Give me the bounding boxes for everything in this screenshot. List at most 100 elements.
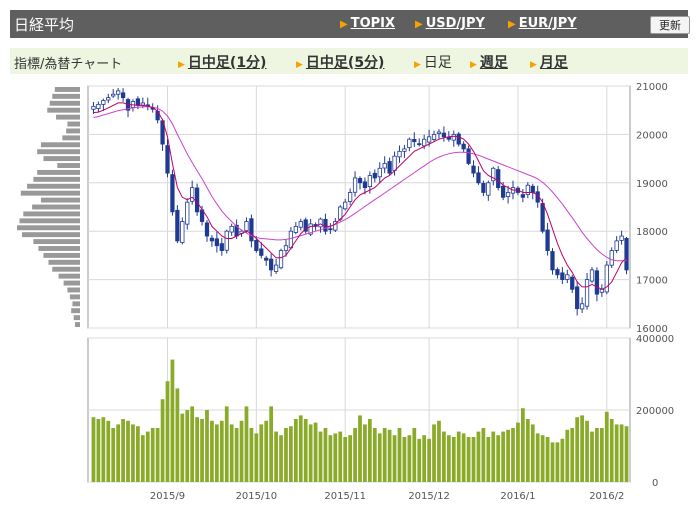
date-tick-label: 2016/2 xyxy=(589,491,624,502)
volume-profile-bar xyxy=(71,308,80,314)
volume-bar xyxy=(585,420,589,482)
volume-bar xyxy=(604,411,609,482)
volume-profile-bar xyxy=(52,93,80,99)
candle-body xyxy=(431,133,437,140)
ma-short-line xyxy=(93,102,627,290)
volume-bar xyxy=(239,420,244,482)
candle-body xyxy=(303,219,308,232)
volume-bar xyxy=(575,417,580,482)
candle-body xyxy=(501,185,506,198)
candle-body xyxy=(451,133,456,141)
candle-body xyxy=(288,230,294,249)
volume-profile-bar xyxy=(67,287,80,293)
volume-profile-bar xyxy=(73,315,80,321)
candle-body xyxy=(269,258,274,271)
volume-bar xyxy=(264,420,269,482)
candle-body xyxy=(204,222,210,237)
triangle-right-icon: ▶ xyxy=(530,60,537,70)
volume-bar xyxy=(303,419,308,482)
volume-axis-labels: 400000 200000 0 xyxy=(636,334,674,489)
candle-body xyxy=(520,194,526,198)
volume-bar xyxy=(136,426,140,482)
volume-bar xyxy=(126,420,130,482)
volume-bar xyxy=(521,408,525,482)
ma-long-line xyxy=(93,106,627,262)
candle-body xyxy=(441,132,447,138)
candle-body xyxy=(229,225,234,233)
link-topix[interactable]: ▶ TOPIX xyxy=(340,16,396,31)
candle-body xyxy=(106,97,111,101)
triangle-right-icon: ▶ xyxy=(178,60,185,70)
price-tick-label: 17000 xyxy=(636,276,668,287)
candle-body xyxy=(540,203,545,232)
volume-profile-bar xyxy=(56,114,80,120)
volume-bar xyxy=(417,438,422,482)
price-tick-label: 16000 xyxy=(636,324,668,335)
volume-bar xyxy=(328,435,333,482)
volume-bar xyxy=(279,435,283,482)
candle-body xyxy=(565,274,570,280)
tab-intraday-1min[interactable]: ▶ 日中足(1分) xyxy=(178,55,267,71)
volume-profile-bar xyxy=(32,204,80,210)
volume-bar xyxy=(96,419,101,482)
volume-profile-bar xyxy=(66,128,80,134)
volume-bar xyxy=(372,428,377,482)
volume-bar xyxy=(491,431,496,482)
tab-monthly[interactable]: ▶ 月足 xyxy=(530,55,568,71)
volume-bar xyxy=(131,424,135,482)
candle-body xyxy=(372,172,377,179)
candle-body xyxy=(471,165,476,174)
volume-bar xyxy=(530,424,535,482)
volume-bar xyxy=(175,388,180,482)
link-eurjpy[interactable]: ▶ EUR/JPY xyxy=(508,16,577,31)
volume-bar xyxy=(333,433,338,482)
candle-body xyxy=(111,93,116,97)
volume-bar xyxy=(323,428,328,482)
tab-intraday-5min[interactable]: ▶ 日中足(5分) xyxy=(296,55,385,71)
triangle-right-icon: ▶ xyxy=(340,19,348,30)
volume-bar xyxy=(550,442,555,482)
price-axis-labels: 21000 20000 19000 18000 17000 16000 xyxy=(636,82,668,335)
volume-bar xyxy=(210,420,214,482)
volume-profile-bar xyxy=(20,190,81,196)
candle-body xyxy=(426,136,432,143)
candle-body xyxy=(422,138,427,147)
volume-bar xyxy=(259,424,264,482)
date-axis-labels: 2015/9 2015/10 2015/11 2015/12 2016/1 2016/2 xyxy=(150,491,624,502)
volume-profile-bar xyxy=(33,239,80,245)
volume-bar xyxy=(140,435,145,482)
volume-bar xyxy=(289,426,293,482)
volume-bar xyxy=(338,431,343,482)
tab-weekly[interactable]: ▶ 週足 xyxy=(470,55,508,71)
candle-body xyxy=(387,161,392,174)
volume-bar xyxy=(170,359,175,482)
volume-bar xyxy=(367,419,372,482)
volume-bar xyxy=(412,428,417,482)
candle-body xyxy=(91,105,96,110)
link-usdjpy[interactable]: ▶ USD/JPY xyxy=(415,16,485,31)
volume-bar xyxy=(496,435,501,482)
candle-body xyxy=(165,145,170,174)
candle-body xyxy=(328,228,333,231)
volume-profile-bar xyxy=(58,273,80,279)
candle-body xyxy=(505,192,511,197)
volume-profile-bar xyxy=(72,301,80,307)
candles xyxy=(91,88,629,316)
volume-bar xyxy=(353,428,357,482)
candle-body xyxy=(278,250,284,269)
volume-profile-bar xyxy=(48,259,80,265)
date-tick-label: 2015/11 xyxy=(324,491,366,502)
triangle-right-icon: ▶ xyxy=(508,19,516,30)
volume-bar xyxy=(570,428,575,482)
candle-body xyxy=(298,221,303,228)
volume-profile-bar xyxy=(62,135,80,141)
volume-profile-bar xyxy=(43,156,80,162)
volume-bar xyxy=(451,437,456,482)
volume-bar xyxy=(456,431,461,482)
candle-body xyxy=(224,230,229,251)
candle-body xyxy=(219,243,224,251)
header-bar: 日経平均 ▶ TOPIX ▶ USD/JPY ▶ EUR/JPY 更新 xyxy=(10,10,690,38)
volume-bar xyxy=(486,437,491,482)
refresh-button[interactable]: 更新 xyxy=(650,16,690,34)
